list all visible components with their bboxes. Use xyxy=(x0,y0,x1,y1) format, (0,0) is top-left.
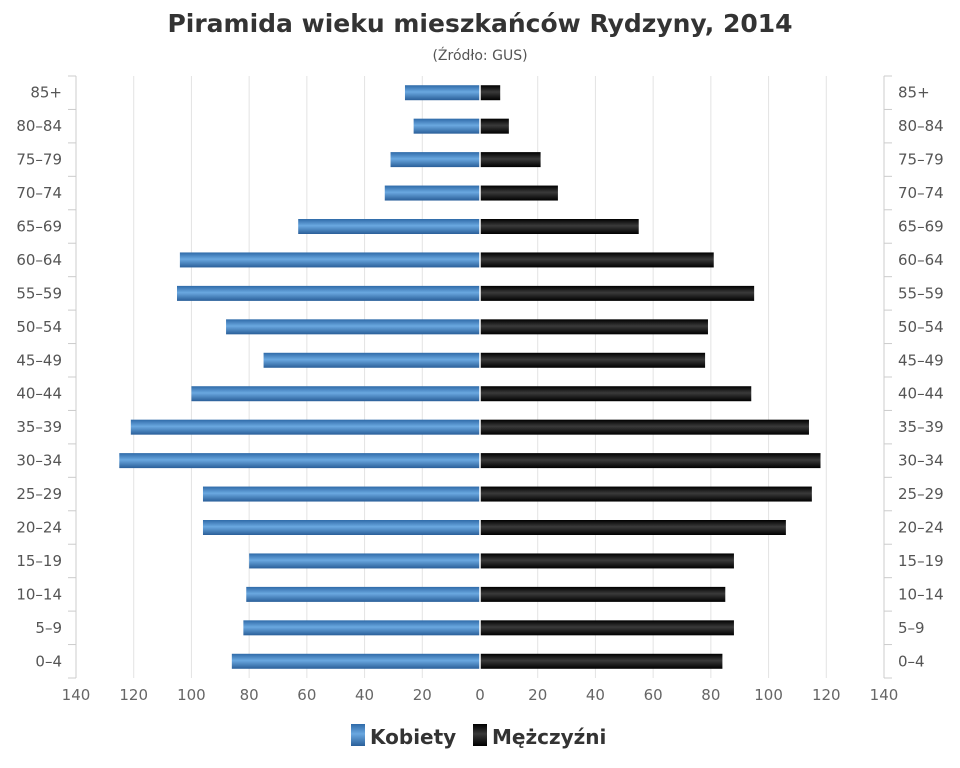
category-label-left: 75–79 xyxy=(16,151,62,169)
bar-kobiety xyxy=(413,118,480,134)
bar-mezczyzni xyxy=(480,85,501,101)
bar-mezczyzni xyxy=(480,185,558,201)
x-tick-label: 80 xyxy=(701,686,720,704)
bar-mezczyzni xyxy=(480,285,755,301)
category-label-right: 75–79 xyxy=(898,151,944,169)
bar-mezczyzni xyxy=(480,252,714,268)
bar-kobiety xyxy=(202,486,480,502)
category-label-left: 45–49 xyxy=(16,351,62,369)
category-label-right: 65–69 xyxy=(898,218,944,236)
x-tick-label: 20 xyxy=(413,686,432,704)
bar-kobiety xyxy=(243,620,480,636)
category-label-left: 50–54 xyxy=(16,318,62,336)
bar-kobiety xyxy=(226,319,480,335)
x-tick-label: 140 xyxy=(870,686,899,704)
bar-mezczyzni xyxy=(480,118,509,134)
legend-label-kobiety: Kobiety xyxy=(370,725,456,749)
bar-mezczyzni xyxy=(480,319,708,335)
category-label-left: 0–4 xyxy=(35,652,62,670)
bar-kobiety xyxy=(177,285,480,301)
category-label-right: 40–44 xyxy=(898,385,944,403)
bar-mezczyzni xyxy=(480,553,734,569)
x-tick-label: 80 xyxy=(240,686,259,704)
x-tick-label: 100 xyxy=(177,686,206,704)
x-tick-label: 40 xyxy=(355,686,374,704)
x-tick-label: 140 xyxy=(62,686,91,704)
bar-mezczyzni xyxy=(480,620,734,636)
category-label-left: 10–14 xyxy=(16,585,62,603)
x-tick-label: 40 xyxy=(586,686,605,704)
category-label-right: 50–54 xyxy=(898,318,944,336)
category-label-left: 15–19 xyxy=(16,552,62,570)
bar-kobiety xyxy=(202,520,480,535)
category-label-right: 30–34 xyxy=(898,452,944,470)
category-label-right: 0–4 xyxy=(898,652,925,670)
x-tick-label: 100 xyxy=(754,686,783,704)
bar-mezczyzni xyxy=(480,453,821,469)
category-label-right: 70–74 xyxy=(898,184,944,202)
x-tick-label: 120 xyxy=(119,686,148,704)
bar-mezczyzni xyxy=(480,520,786,535)
category-label-left: 20–24 xyxy=(16,519,62,537)
legend-label-mezczyzni: Mężczyźni xyxy=(492,725,606,749)
category-label-right: 15–19 xyxy=(898,552,944,570)
bar-kobiety xyxy=(404,85,480,101)
bar-mezczyzni xyxy=(480,152,541,168)
category-label-left: 30–34 xyxy=(16,452,62,470)
category-label-right: 60–64 xyxy=(898,251,944,269)
chart-title: Piramida wieku mieszkańców Rydzyny, 2014 xyxy=(167,9,792,38)
category-label-right: 5–9 xyxy=(898,619,925,637)
bar-mezczyzni xyxy=(480,653,723,669)
bar-kobiety xyxy=(384,185,480,201)
category-label-left: 40–44 xyxy=(16,385,62,403)
category-label-right: 80–84 xyxy=(898,117,944,135)
bar-kobiety xyxy=(231,653,480,669)
legend-swatch-kobiety xyxy=(351,724,365,746)
bar-kobiety xyxy=(390,152,480,168)
bar-mezczyzni xyxy=(480,352,706,368)
category-label-left: 65–69 xyxy=(16,218,62,236)
bar-mezczyzni xyxy=(480,486,812,502)
category-label-left: 85+ xyxy=(30,84,62,102)
category-label-left: 5–9 xyxy=(35,619,62,637)
category-label-left: 60–64 xyxy=(16,251,62,269)
bar-mezczyzni xyxy=(480,386,752,402)
x-tick-label: 120 xyxy=(812,686,841,704)
category-label-right: 55–59 xyxy=(898,284,944,302)
category-label-right: 10–14 xyxy=(898,585,944,603)
category-label-left: 35–39 xyxy=(16,418,62,436)
x-tick-label: 20 xyxy=(528,686,547,704)
category-label-right: 85+ xyxy=(898,84,930,102)
bar-kobiety xyxy=(263,352,480,368)
bar-kobiety xyxy=(119,453,481,469)
category-label-right: 25–29 xyxy=(898,485,944,503)
bar-mezczyzni xyxy=(480,586,726,602)
bar-kobiety xyxy=(179,252,480,268)
legend-item-mezczyzni[interactable]: Mężczyźni xyxy=(473,724,606,749)
legend-item-kobiety[interactable]: Kobiety xyxy=(351,724,456,749)
x-tick-label: 0 xyxy=(475,686,485,704)
category-label-left: 70–74 xyxy=(16,184,62,202)
category-label-left: 25–29 xyxy=(16,485,62,503)
category-label-right: 35–39 xyxy=(898,418,944,436)
bar-mezczyzni xyxy=(480,219,639,234)
category-label-left: 55–59 xyxy=(16,284,62,302)
bar-kobiety xyxy=(130,419,481,435)
category-label-left: 80–84 xyxy=(16,117,62,135)
x-tick-label: 60 xyxy=(644,686,663,704)
chart-subtitle: (Źródło: GUS) xyxy=(432,46,527,64)
bar-kobiety xyxy=(246,586,480,602)
bar-kobiety xyxy=(298,219,480,234)
x-tick-label: 60 xyxy=(297,686,316,704)
category-label-right: 45–49 xyxy=(898,351,944,369)
legend-swatch-mezczyzni xyxy=(473,724,487,746)
category-label-right: 20–24 xyxy=(898,519,944,537)
bar-kobiety xyxy=(249,553,480,569)
bar-mezczyzni xyxy=(480,419,809,435)
bar-kobiety xyxy=(191,386,480,402)
legend: Kobiety Mężczyźni xyxy=(351,724,606,749)
